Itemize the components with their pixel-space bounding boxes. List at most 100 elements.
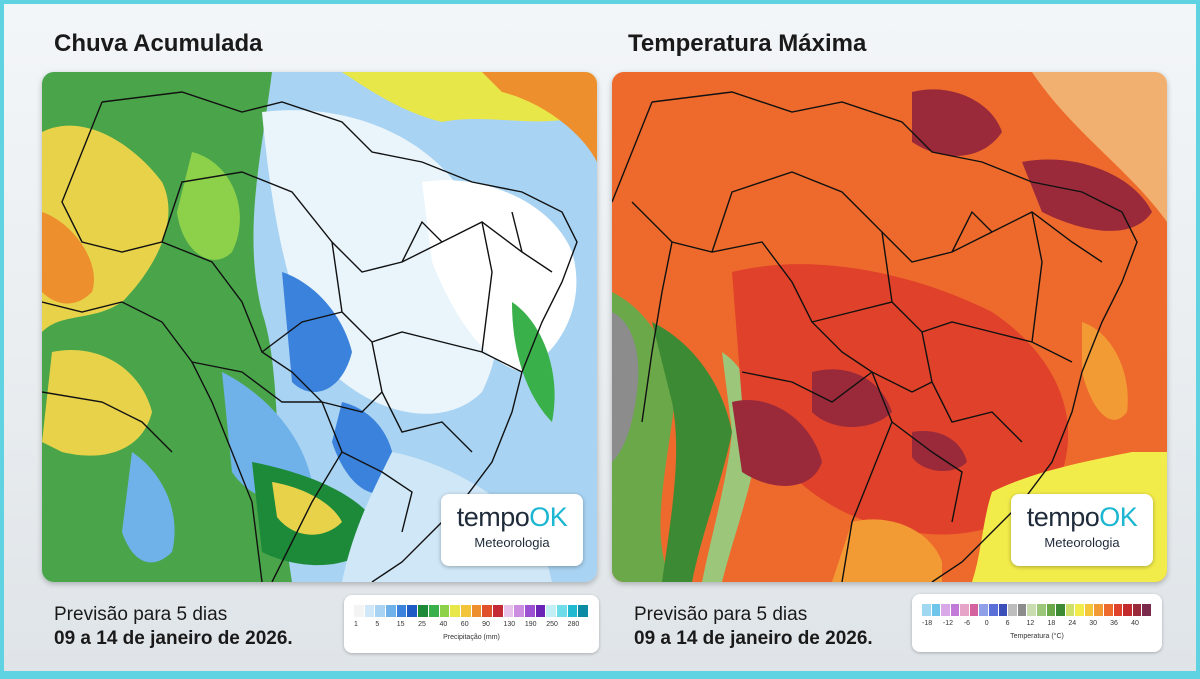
rain-legend-swatch — [482, 605, 492, 617]
temperature-legend-tick-label: 24 — [1068, 620, 1077, 627]
temperature-legend-swatch — [1103, 604, 1113, 616]
temperature-legend-swatch — [960, 604, 969, 616]
temperature-legend-tick-label: 0 — [984, 620, 989, 627]
rain-legend-tick-label: 40 — [439, 621, 448, 628]
rain-legend-tick-label: 25 — [418, 621, 426, 628]
temperature-legend-swatch — [1142, 604, 1151, 616]
temperature-legend-ticks: -18 -12 -6 0 6 12 18 24 30 36 40 — [922, 620, 1152, 630]
rain-legend-swatch — [450, 605, 460, 617]
rain-legend-swatch — [354, 605, 364, 617]
logo-brand-suffix: OK — [529, 502, 568, 532]
rain-legend-tick-label: 130 — [503, 621, 516, 628]
temperature-legend-swatch — [1017, 604, 1027, 616]
rain-legend-swatch — [364, 605, 375, 617]
rain-panel: Chuva Acumulada — [22, 4, 599, 679]
rain-caption: Previsão para 5 dias 09 a 14 de janeiro … — [54, 604, 293, 650]
temperature-panel: Temperatura Máxima — [596, 4, 1167, 679]
temperature-legend-swatch — [1075, 604, 1084, 616]
logo-brand-prefix-right: tempo — [1026, 502, 1100, 532]
temperature-legend-swatch — [1027, 604, 1036, 616]
temperature-legend-swatch — [1132, 604, 1142, 616]
temperature-legend: -18 -12 -6 0 6 12 18 24 30 36 40 Temperatura (°C) — [912, 594, 1162, 652]
rain-legend-tick-label: 250 — [546, 621, 558, 628]
logo-subtitle: Meteorologia — [474, 535, 550, 550]
rain-caption-line2: 09 a 14 de janeiro de 2026. — [54, 628, 293, 649]
rain-legend-tick-label: 1 — [354, 621, 358, 628]
temperature-legend-tick-label: -18 — [922, 620, 933, 627]
rain-legend-ticks: 1 5 15 25 40 60 90 130 190 250 280 — [354, 621, 589, 631]
temperature-legend-tick-label: 6 — [1005, 620, 1010, 627]
temperature-legend-tick-label: 36 — [1110, 620, 1118, 627]
rain-legend-label: Precipitação (mm) — [443, 634, 500, 641]
rain-legend-swatch — [386, 605, 396, 617]
temperature-legend-tick-label: 30 — [1089, 620, 1098, 627]
temperature-legend-tick-label: -12 — [942, 620, 954, 627]
rain-legend-swatch — [578, 605, 589, 617]
rain-legend-swatch — [396, 605, 407, 617]
rain-legend-swatch — [514, 605, 524, 617]
temperature-caption: Previsão para 5 dias 09 a 14 de janeiro … — [634, 604, 873, 650]
rain-legend-swatch — [546, 605, 557, 617]
temperature-legend-swatch — [1008, 604, 1017, 616]
rain-legend-swatch — [460, 605, 471, 617]
rain-legend-tick-label: 5 — [375, 621, 380, 628]
temperature-legend-swatch — [950, 604, 960, 616]
rain-legend-swatch — [471, 605, 482, 617]
rain-legend-swatch — [439, 605, 450, 617]
temperature-legend-swatch — [969, 604, 979, 616]
rain-caption-line1: Previsão para 5 dias — [54, 604, 228, 625]
logo-brand: tempoOK — [441, 502, 583, 533]
temperature-legend-tick-label: 18 — [1047, 620, 1056, 627]
logo-brand-prefix: tempo — [456, 502, 530, 532]
logo-brand-right: tempoOK — [1011, 502, 1153, 533]
logo-subtitle-right: Meteorologia — [1044, 535, 1120, 550]
rain-legend: 1 5 15 25 40 60 90 130 190 250 280 Precipitação (m… — [344, 595, 599, 653]
rain-legend-swatch — [407, 605, 418, 617]
rain-legend-tick-label: 280 — [567, 621, 580, 628]
rain-title: Chuva Acumulada — [54, 30, 263, 57]
temperature-legend-swatch — [1046, 604, 1056, 616]
temperature-legend-tick-label: 12 — [1026, 620, 1035, 627]
rain-legend-swatch — [428, 605, 439, 617]
temperature-legend-swatch — [1113, 604, 1123, 616]
rain-legend-swatch — [535, 605, 546, 617]
temperature-legend-swatch — [1036, 604, 1046, 616]
rain-map-image — [42, 72, 597, 582]
temperature-legend-swatch — [1084, 604, 1094, 616]
rain-legend-swatch — [557, 605, 567, 617]
temperature-legend-swatch — [979, 604, 989, 616]
temperature-legend-swatch — [931, 604, 941, 616]
temperature-map: tempoOK Meteorologia — [612, 72, 1167, 582]
temperature-legend-swatch — [1056, 604, 1065, 616]
rain-legend-tick-label: 60 — [460, 621, 469, 628]
rain-legend-swatch — [375, 605, 386, 617]
temperature-title: Temperatura Máxima — [628, 30, 867, 57]
rain-legend-swatch — [567, 605, 578, 617]
tempook-logo-right: tempoOK Meteorologia — [1011, 494, 1153, 566]
rain-legend-swatch — [525, 605, 535, 617]
temperature-legend-swatch — [941, 604, 950, 616]
temperature-legend-tick-label: 40 — [1131, 620, 1139, 627]
temperature-map-image — [612, 72, 1167, 582]
rain-map: tempoOK Meteorologia — [42, 72, 597, 582]
temperature-legend-swatch — [989, 604, 998, 616]
tempook-logo: tempoOK Meteorologia — [441, 494, 583, 566]
logo-brand-suffix-right: OK — [1099, 502, 1138, 532]
rain-legend-swatch — [492, 605, 503, 617]
rain-legend-swatches — [354, 605, 589, 617]
rain-legend-tick-label: 90 — [482, 621, 490, 628]
rain-legend-swatch — [503, 605, 514, 617]
temperature-legend-swatch — [922, 604, 931, 616]
rain-legend-tick-label: 15 — [396, 621, 405, 628]
temperature-caption-line2: 09 a 14 de janeiro de 2026. — [634, 628, 873, 649]
temperature-legend-swatch — [998, 604, 1008, 616]
temperature-caption-line1: Previsão para 5 dias — [634, 604, 808, 625]
temperature-legend-swatch — [1094, 604, 1103, 616]
rain-legend-swatch — [418, 605, 428, 617]
temperature-legend-swatch — [1123, 604, 1132, 616]
temperature-legend-swatch — [1065, 604, 1075, 616]
rain-legend-tick-label: 190 — [524, 621, 537, 628]
temperature-legend-label: Temperatura (°C) — [1010, 633, 1064, 640]
temperature-legend-tick-label: -6 — [963, 620, 971, 627]
